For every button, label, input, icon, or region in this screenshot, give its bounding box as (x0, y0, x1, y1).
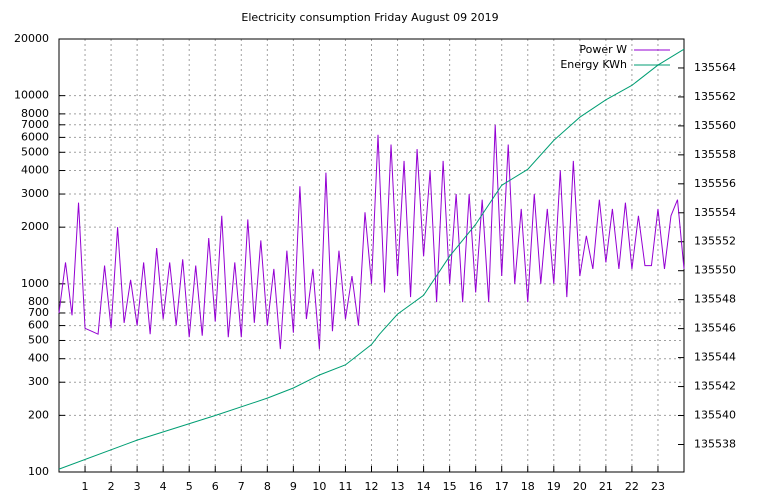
y2-tick-label: 135558 (694, 148, 736, 161)
x-tick-label: 20 (573, 480, 587, 493)
y2-tick-label: 135560 (694, 119, 736, 132)
x-tick-label: 19 (547, 480, 561, 493)
y-tick-label: 400 (28, 352, 49, 365)
x-tick-label: 13 (391, 480, 405, 493)
y-tick-label: 100 (28, 465, 49, 478)
y2-tick-label: 135564 (694, 61, 736, 74)
y-tick-label: 500 (28, 333, 49, 346)
legend-label: Energy KWh (560, 58, 627, 71)
series-line (58, 124, 685, 350)
x-tick-label: 3 (134, 480, 141, 493)
y2-tick-label: 135542 (694, 380, 736, 393)
x-tick-label: 7 (238, 480, 245, 493)
x-tick-label: 10 (312, 480, 326, 493)
y-tick-label: 10000 (14, 89, 49, 102)
x-tick-label: 8 (264, 480, 271, 493)
y-tick-label: 20000 (14, 32, 49, 45)
x-tick-label: 15 (443, 480, 457, 493)
y-tick-label: 3000 (21, 187, 49, 200)
y2-tick-label: 135546 (694, 322, 736, 335)
legend-label: Power W (579, 43, 627, 56)
y2-tick-label: 135562 (694, 90, 736, 103)
y2-tick-label: 135538 (694, 437, 736, 450)
x-tick-label: 1 (82, 480, 89, 493)
x-tick-label: 6 (212, 480, 219, 493)
y-tick-label: 800 (28, 295, 49, 308)
x-tick-label: 17 (495, 480, 509, 493)
y-tick-label: 8000 (21, 107, 49, 120)
y2-tick-label: 135544 (694, 351, 736, 364)
x-tick-label: 12 (365, 480, 379, 493)
x-tick-label: 18 (521, 480, 535, 493)
y2-tick-label: 135554 (694, 206, 736, 219)
x-tick-label: 5 (186, 480, 193, 493)
y2-tick-label: 135552 (694, 235, 736, 248)
series-line (58, 48, 685, 470)
x-tick-label: 2 (108, 480, 115, 493)
y-tick-label: 600 (28, 319, 49, 332)
y-tick-label: 700 (28, 306, 49, 319)
x-tick-label: 11 (338, 480, 352, 493)
plot-frame (58, 38, 685, 473)
y-tick-label: 6000 (21, 130, 49, 143)
y-tick-label: 1000 (21, 277, 49, 290)
y-tick-label: 7000 (21, 118, 49, 131)
y2-tick-label: 135550 (694, 264, 736, 277)
y-tick-label: 200 (28, 408, 49, 421)
y-tick-label: 2000 (21, 220, 49, 233)
y-tick-label: 5000 (21, 145, 49, 158)
x-tick-label: 14 (417, 480, 431, 493)
x-tick-label: 16 (469, 480, 483, 493)
y-tick-label: 4000 (21, 164, 49, 177)
x-tick-label: 22 (625, 480, 639, 493)
x-tick-label: 21 (599, 480, 613, 493)
x-tick-label: 23 (651, 480, 665, 493)
x-tick-label: 9 (290, 480, 297, 493)
chart-title: Electricity consumption Friday August 09… (241, 11, 498, 24)
y2-tick-label: 135556 (694, 177, 736, 190)
x-tick-label: 4 (160, 480, 167, 493)
y2-tick-label: 135540 (694, 409, 736, 422)
y2-tick-label: 135548 (694, 293, 736, 306)
y-tick-label: 300 (28, 375, 49, 388)
